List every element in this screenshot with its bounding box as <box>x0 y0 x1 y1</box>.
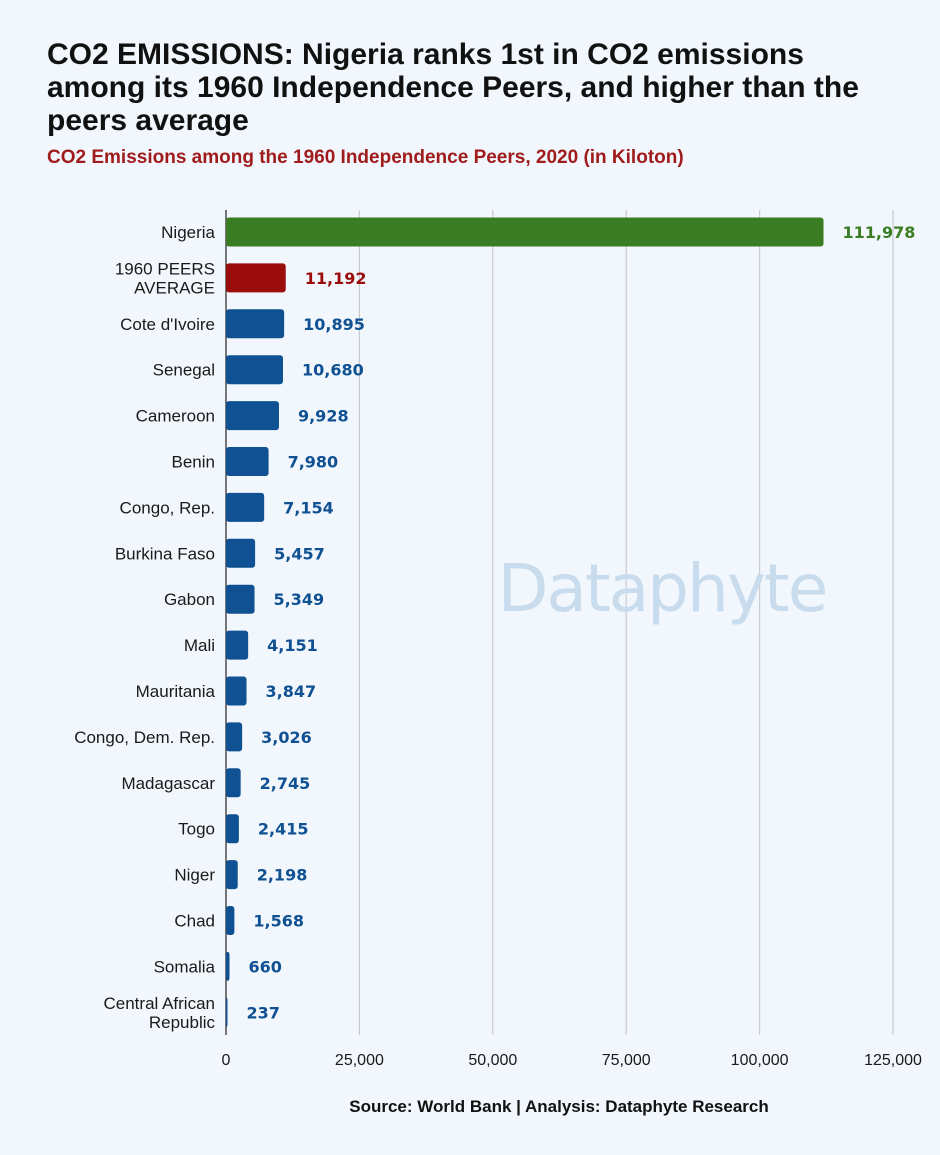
value-label: 7,980 <box>288 453 339 472</box>
category-label: Cote d'Ivoire <box>120 315 215 334</box>
value-label: 3,847 <box>266 682 317 701</box>
category-label: Congo, Rep. <box>120 498 215 517</box>
category-label: Somalia <box>154 957 216 976</box>
x-tick-label: 50,000 <box>468 1052 517 1069</box>
chart-title: CO2 EMISSIONS: Nigeria ranks 1st in CO2 … <box>47 38 859 137</box>
category-label: 1960 PEERS AVERAGE <box>115 259 215 297</box>
category-label: Madagascar <box>121 774 215 793</box>
value-label: 1,568 <box>253 912 304 931</box>
category-label: Gabon <box>164 590 215 609</box>
category-label: Central African Republic <box>104 994 216 1032</box>
category-label: Chad <box>174 912 215 931</box>
bar <box>226 538 256 568</box>
value-labels: 111,978 11,192 10,895 10,680 9,928 7,980 7,154… <box>247 223 916 1022</box>
bar <box>226 630 249 660</box>
bar <box>226 584 255 614</box>
category-label: Burkina Faso <box>115 544 215 563</box>
x-tick-label: 25,000 <box>335 1052 384 1069</box>
value-label: 2,198 <box>257 866 308 885</box>
value-label: 11,192 <box>305 269 367 288</box>
value-label: 2,415 <box>258 820 309 839</box>
bar <box>226 951 230 981</box>
category-label: Nigeria <box>161 223 215 242</box>
value-label: 10,895 <box>303 315 365 334</box>
bar <box>226 309 285 339</box>
x-tick-label: 125,000 <box>864 1052 922 1069</box>
source-note: Source: World Bank | Analysis: Dataphyte… <box>349 1097 769 1116</box>
bar <box>226 401 279 431</box>
value-label: 9,928 <box>298 407 349 426</box>
category-label: Niger <box>174 866 215 885</box>
value-label: 5,349 <box>274 590 325 609</box>
bar <box>226 722 243 752</box>
bar-chart: Dataphyte Nigeria 1960 PEERS AVERAGE Cote d… <box>74 210 922 1069</box>
value-label: 111,978 <box>843 223 916 242</box>
value-label: 3,026 <box>261 728 312 747</box>
bar <box>226 860 238 890</box>
bar <box>226 997 228 1027</box>
bar <box>226 676 247 706</box>
category-label: Cameroon <box>136 407 215 426</box>
category-label: Mali <box>184 636 215 655</box>
bar <box>226 906 235 935</box>
category-label: Mauritania <box>136 682 216 701</box>
bars <box>226 217 824 1027</box>
chart-subtitle: CO2 Emissions among the 1960 Independenc… <box>47 147 684 168</box>
category-label: Congo, Dem. Rep. <box>74 728 215 747</box>
x-tick-label: 0 <box>222 1052 231 1069</box>
bar <box>226 355 283 385</box>
value-label: 10,680 <box>302 361 364 380</box>
value-label: 237 <box>247 1003 280 1022</box>
category-label: Togo <box>178 820 215 839</box>
value-label: 7,154 <box>283 498 334 517</box>
category-label: Senegal <box>153 361 215 380</box>
bar <box>226 492 265 522</box>
x-axis-ticks: 0 25,000 50,000 75,000 100,000 125,000 <box>222 1052 922 1069</box>
category-labels: Nigeria 1960 PEERS AVERAGE Cote d'Ivoire Sen… <box>74 223 215 1032</box>
x-tick-label: 100,000 <box>731 1052 789 1069</box>
bar <box>226 814 239 844</box>
watermark-text: Dataphyte <box>498 550 827 627</box>
bar <box>226 263 286 293</box>
bar <box>226 768 241 798</box>
value-label: 2,745 <box>260 774 311 793</box>
value-label: 4,151 <box>267 636 318 655</box>
bar <box>226 447 269 476</box>
x-tick-label: 75,000 <box>602 1052 651 1069</box>
gridlines <box>225 210 894 1035</box>
category-label: Benin <box>172 453 215 472</box>
value-label: 660 <box>249 957 282 976</box>
bar <box>226 217 824 247</box>
value-label: 5,457 <box>274 544 325 563</box>
